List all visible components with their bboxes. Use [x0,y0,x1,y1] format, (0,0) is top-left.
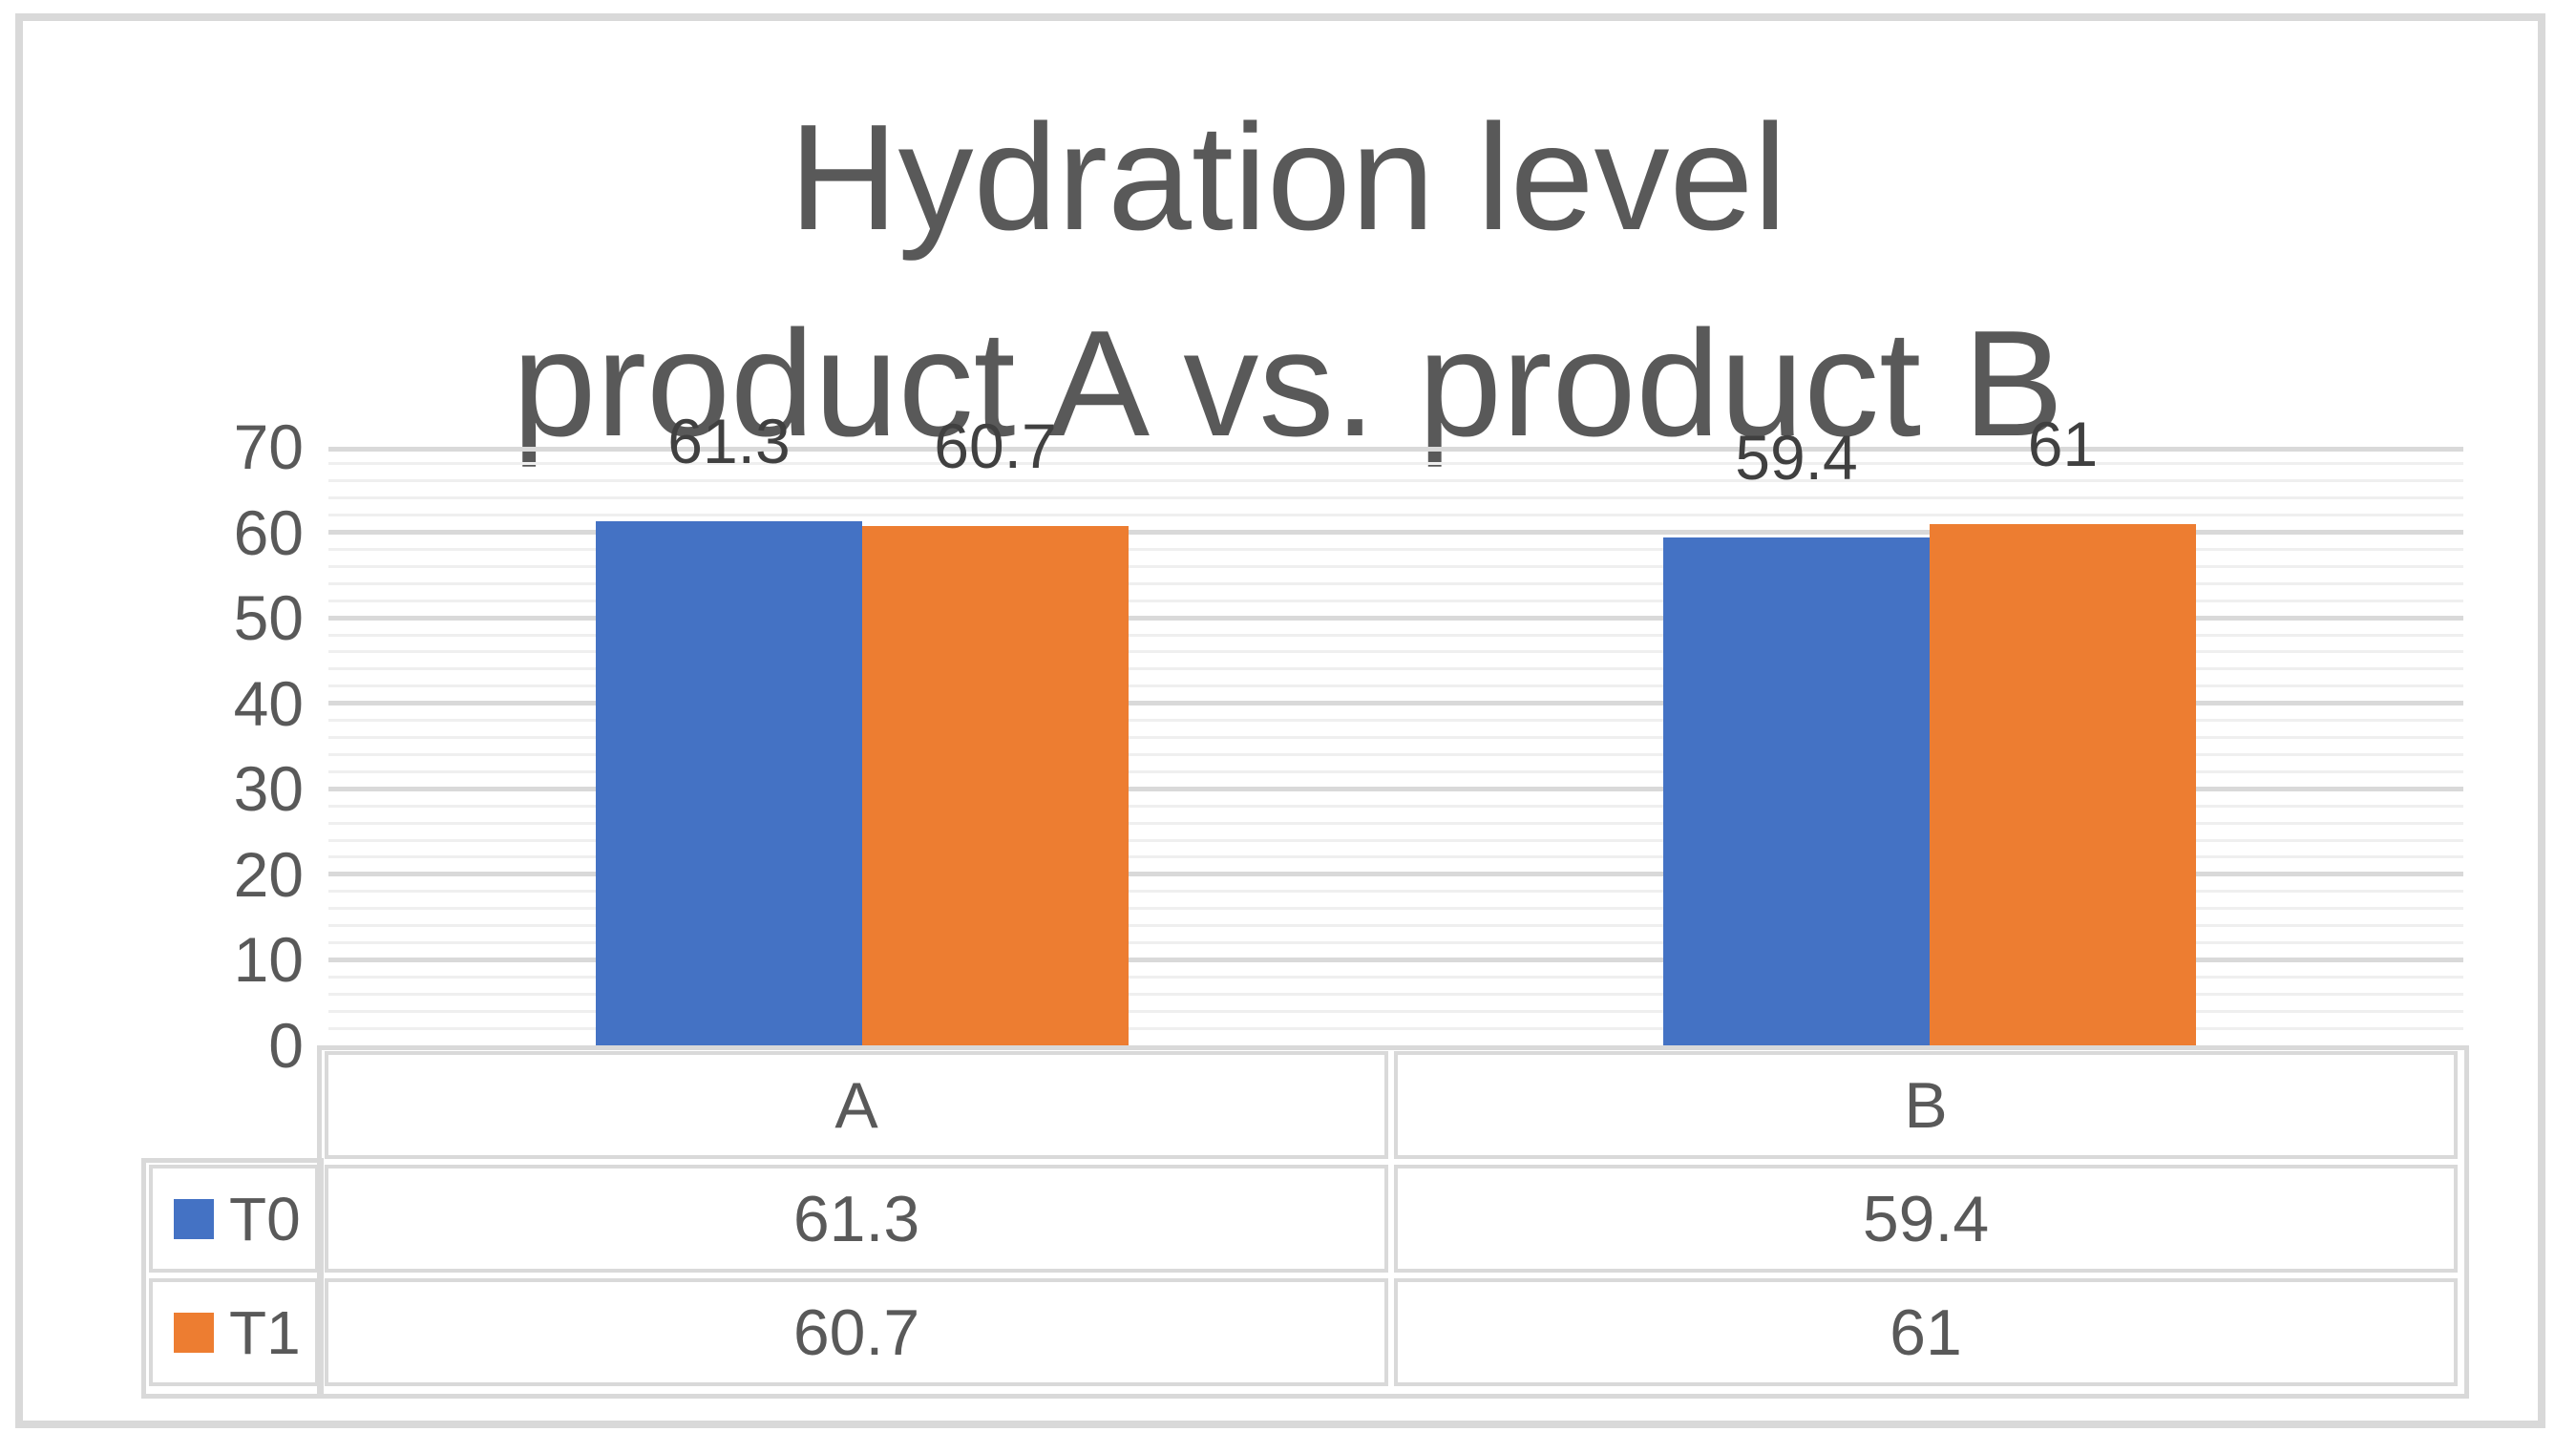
minor-gridline [328,975,2463,979]
minor-gridline [328,547,2463,551]
minor-gridline [328,1009,2463,1013]
legend-key-t1: T1 [149,1278,319,1386]
data-table: A B T0 61.3 59.4 T1 60.7 61 [143,1045,2463,1392]
minor-gridline [328,719,2463,723]
minor-gridline [328,941,2463,944]
minor-gridline [328,684,2463,688]
major-gridline [328,872,2463,877]
major-gridline [328,447,2463,452]
minor-gridline [328,514,2463,517]
minor-gridline [328,736,2463,740]
minor-gridline [328,769,2463,773]
y-tick-label: 30 [233,753,304,825]
legend-column-outline [141,1158,324,1399]
minor-gridline [328,804,2463,808]
minor-gridline [328,992,2463,996]
minor-gridline [328,633,2463,637]
series-t0-name: T0 [229,1184,301,1253]
table-row-t1: T1 60.7 61 [149,1278,2458,1386]
y-tick-label: 60 [233,496,304,568]
minor-gridline [328,838,2463,842]
value-t1-b: 61 [1394,1278,2458,1386]
minor-gridline [328,855,2463,859]
data-label-t1-a: 60.7 [934,411,1057,482]
major-gridline [328,615,2463,621]
minor-gridline [328,581,2463,585]
data-label-t1-b: 61 [2027,408,2099,479]
value-t0-a: 61.3 [325,1165,1388,1273]
major-gridline [328,530,2463,536]
table-row-t0: T0 61.3 59.4 [149,1165,2458,1273]
major-gridline [328,786,2463,791]
major-gridline [328,701,2463,706]
bar-t0-b [1663,537,1930,1045]
y-tick-label: 50 [233,582,304,654]
minor-gridline [328,821,2463,825]
value-t1-a: 60.7 [325,1278,1388,1386]
data-label-t0-a: 61.3 [667,405,791,476]
chart-title: Hydration level product A vs. product B [0,74,2576,487]
minor-gridline [328,667,2463,671]
y-tick-label: 40 [233,667,304,739]
chart-title-line1: Hydration level [789,94,1787,262]
category-header-a: A [325,1051,1388,1159]
table-corner-spacer [149,1051,319,1159]
category-header-b: B [1394,1051,2458,1159]
minor-gridline [328,462,2463,466]
major-gridline [328,957,2463,962]
series-t1-name: T1 [229,1297,301,1367]
value-t0-b: 59.4 [1394,1165,2458,1273]
bar-t0-a [596,520,862,1045]
y-tick-label: 0 [268,1010,304,1081]
y-tick-label: 10 [233,924,304,996]
data-label-t0-b: 59.4 [1735,421,1858,493]
plot-area: 61.3 60.7 59.4 61 [328,407,2463,1045]
series-t0-swatch-icon [174,1198,214,1239]
legend-key-t0: T0 [149,1165,319,1273]
minor-gridline [328,496,2463,500]
y-tick-label: 20 [233,838,304,910]
chart-title-line2: product A vs. product B [512,300,2064,468]
series-t1-swatch-icon [174,1312,214,1353]
minor-gridline [328,907,2463,911]
minor-gridline [328,752,2463,756]
y-tick-label: 70 [233,411,304,482]
minor-gridline [328,479,2463,483]
minor-gridline [328,564,2463,568]
minor-gridline [328,924,2463,928]
minor-gridline [328,890,2463,894]
legend-key-t0-inner: T0 [153,1184,315,1254]
bar-t1-b [1930,523,2196,1045]
legend-key-t1-inner: T1 [153,1297,315,1368]
minor-gridline [328,1026,2463,1030]
minor-gridline [328,650,2463,654]
bar-t1-a [862,526,1129,1045]
minor-gridline [328,599,2463,602]
category-header-row: A B [149,1051,2458,1159]
